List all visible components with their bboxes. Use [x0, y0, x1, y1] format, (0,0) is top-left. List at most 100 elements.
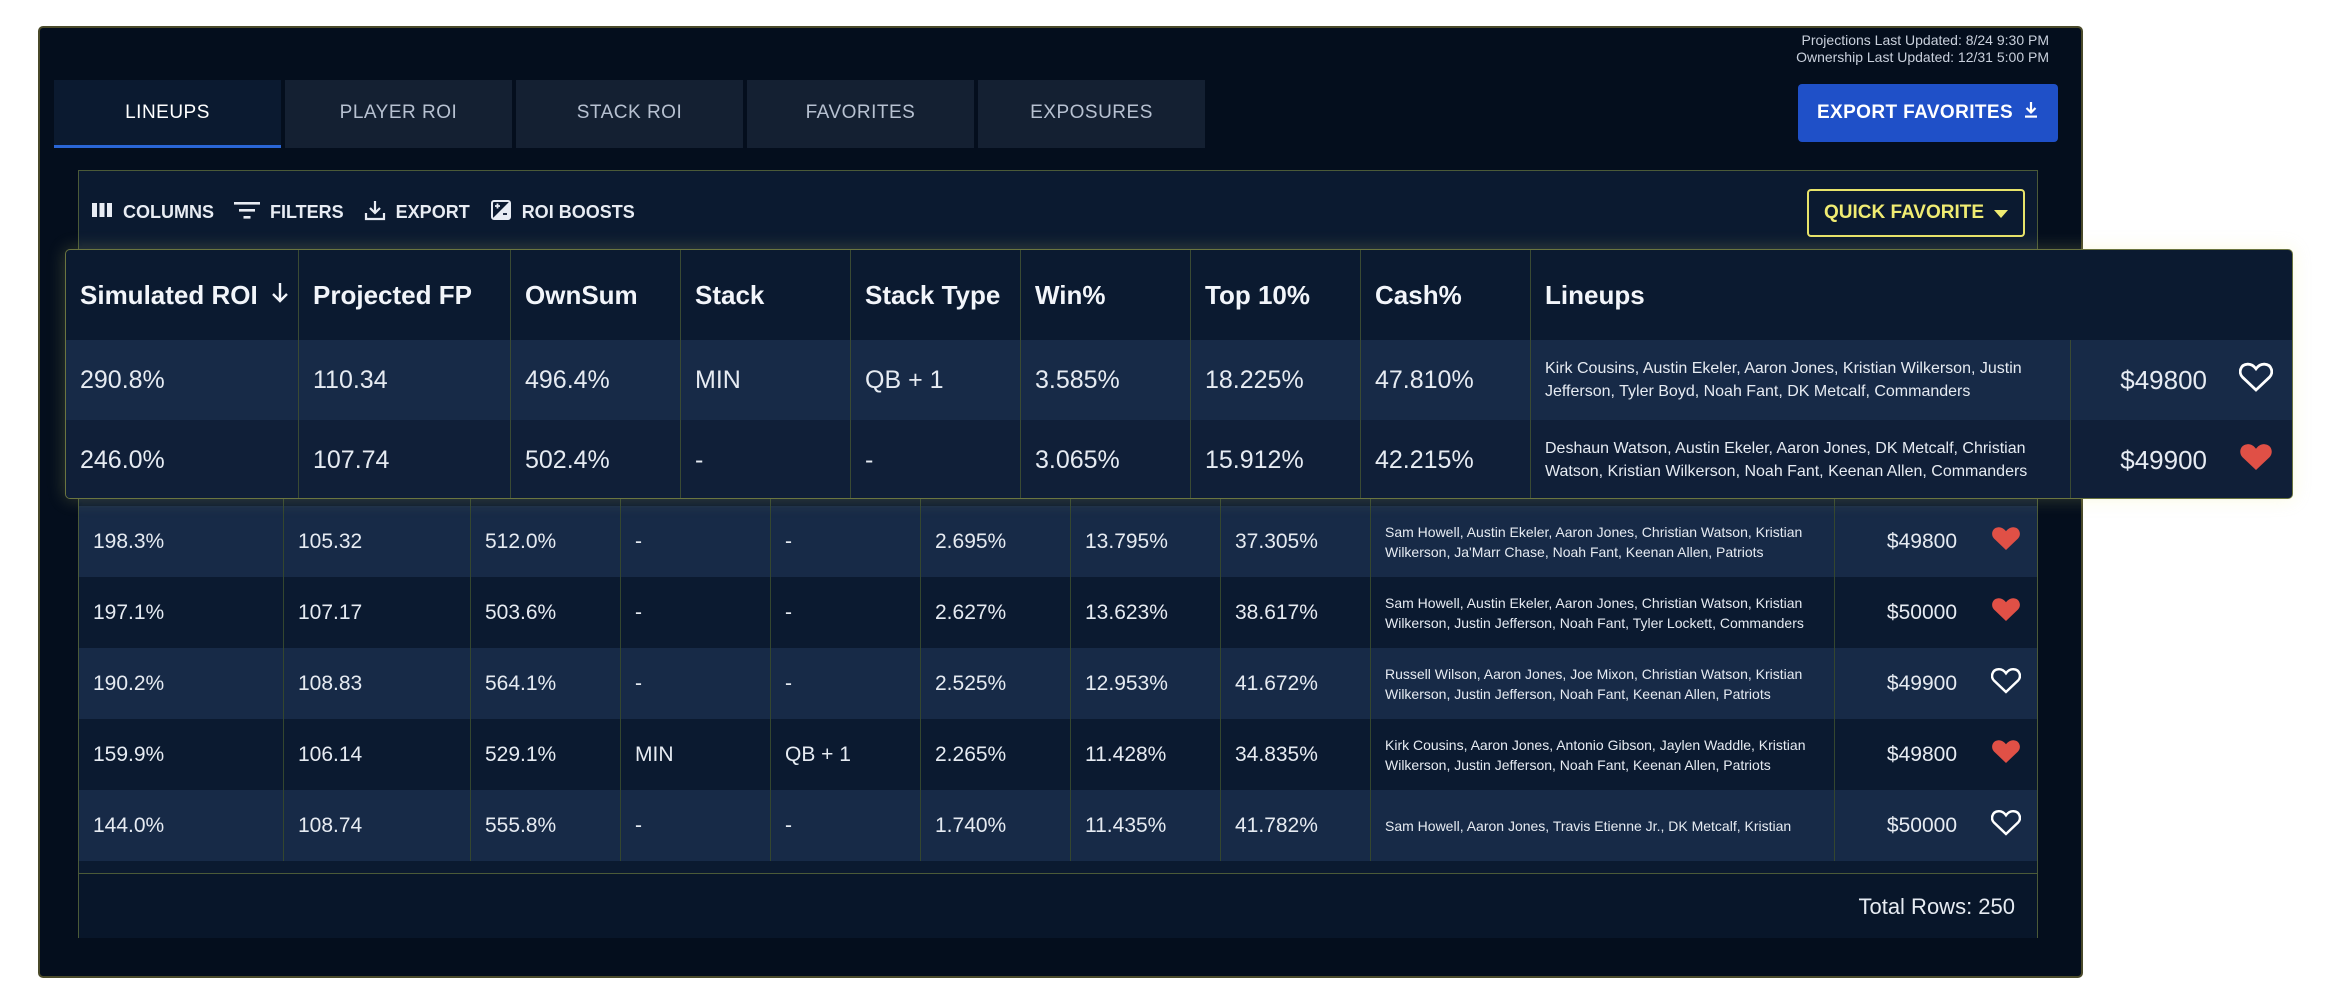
column-header-simulated-roi[interactable]: Simulated ROI — [66, 250, 299, 340]
cell-win-pct: 2.695% — [921, 506, 1071, 577]
cell-ownsum: 502.4% — [511, 420, 681, 498]
favorite-toggle[interactable] — [1975, 648, 2037, 719]
cell-projected-fp: 106.14 — [284, 719, 471, 790]
heart-filled-icon — [1991, 596, 2021, 629]
cell-stack-type: - — [771, 577, 921, 648]
tab-bar: LINEUPS PLAYER ROI STACK ROI FAVORITES E… — [54, 80, 1209, 148]
download-icon — [364, 199, 386, 226]
cell-simulated-roi: 290.8% — [66, 340, 299, 420]
column-header-lineups[interactable]: Lineups — [1531, 250, 2291, 340]
cell-projected-fp: 110.34 — [299, 340, 511, 420]
cell-stack: - — [621, 577, 771, 648]
cell-stack-type: QB + 1 — [771, 719, 921, 790]
cell-simulated-roi: 198.3% — [79, 506, 284, 577]
cell-stack-type: QB + 1 — [851, 340, 1021, 420]
column-header-stack[interactable]: Stack — [681, 250, 851, 340]
cell-stack: - — [621, 506, 771, 577]
cell-top10-pct: 15.912% — [1191, 420, 1361, 498]
table-header: Simulated ROI Projected FP OwnSum Stack … — [66, 250, 2292, 340]
table-row[interactable]: 246.0% 107.74 502.4% - -3.065% 15.912% 42.215%… — [66, 420, 2292, 498]
cell-lineup: Sam Howell, Aaron Jones, Travis Etienne … — [1371, 790, 1835, 861]
cell-top10-pct: 13.795% — [1071, 506, 1221, 577]
favorite-toggle[interactable] — [2221, 420, 2291, 498]
popup-rows: 290.8% 110.34 496.4% MIN QB + 1 3.585% 18.225%… — [66, 340, 2292, 498]
column-header-cash-pct[interactable]: Cash% — [1361, 250, 1531, 340]
cell-projected-fp: 105.32 — [284, 506, 471, 577]
caret-down-icon — [1994, 202, 2009, 224]
cell-salary: $49800 — [2120, 364, 2207, 395]
cell-salary: $49800 — [1886, 742, 1957, 766]
cell-ownsum: 496.4% — [511, 340, 681, 420]
favorite-toggle[interactable] — [1975, 577, 2037, 648]
cell-ownsum: 555.8% — [471, 790, 621, 861]
projections-updated: Projections Last Updated: 8/24 9:30 PM — [1801, 32, 2049, 48]
roi-boost-icon — [490, 199, 512, 226]
cell-cash-pct: 42.215% — [1361, 420, 1531, 498]
favorite-toggle[interactable] — [1975, 506, 2037, 577]
tab-player-roi[interactable]: PLAYER ROI — [285, 80, 512, 148]
cell-stack-type: - — [851, 420, 1021, 498]
cell-stack: MIN — [681, 340, 851, 420]
cell-salary: $50000 — [1886, 600, 1957, 624]
cell-win-pct: 3.065% — [1021, 420, 1191, 498]
filters-label: FILTERS — [270, 202, 344, 222]
cell-ownsum: 503.6% — [471, 577, 621, 648]
cell-simulated-roi: 190.2% — [79, 648, 284, 719]
cell-lineup: Kirk Cousins, Aaron Jones, Antonio Gibso… — [1371, 719, 1835, 790]
column-header-label: Projected FP — [313, 279, 472, 310]
cell-projected-fp: 107.74 — [299, 420, 511, 498]
column-header-label: Cash% — [1375, 279, 1462, 310]
cell-ownsum: 512.0% — [471, 506, 621, 577]
columns-button[interactable]: COLUMNS — [91, 201, 214, 224]
table-row[interactable]: 190.2% 108.83 564.1% - -2.525% 12.953% 41.672%… — [79, 648, 2037, 719]
total-rows: Total Rows: 250 — [1858, 894, 2015, 919]
table-row[interactable]: 290.8% 110.34 496.4% MIN QB + 1 3.585% 18.225%… — [66, 340, 2292, 420]
tab-stack-roi[interactable]: STACK ROI — [516, 80, 743, 148]
cell-lineup: Kirk Cousins, Austin Ekeler, Aaron Jones… — [1531, 340, 2071, 420]
favorite-toggle[interactable] — [2221, 340, 2291, 420]
export-label: EXPORT — [395, 202, 470, 222]
tab-exposures[interactable]: EXPOSURES — [978, 80, 1205, 148]
column-header-ownsum[interactable]: OwnSum — [511, 250, 681, 340]
column-header-stack-type[interactable]: Stack Type — [851, 250, 1021, 340]
table-row[interactable]: 197.1% 107.17 503.6% - -2.627% 13.623% 38.617%… — [79, 577, 2037, 648]
export-favorites-label: EXPORT FAVORITES — [1816, 102, 2014, 123]
download-icon — [2023, 101, 2039, 125]
app-window: Projections Last Updated: 8/24 9:30 PM O… — [38, 26, 2083, 978]
tab-lineups[interactable]: LINEUPS — [54, 80, 281, 148]
column-header-win-pct[interactable]: Win% — [1021, 250, 1191, 340]
cell-stack-type: - — [771, 790, 921, 861]
cell-cash-pct: 37.305% — [1221, 506, 1371, 577]
filters-button[interactable]: FILTERS — [234, 200, 344, 225]
cell-cash-pct: 47.810% — [1361, 340, 1531, 420]
cell-salary: $49900 — [1886, 671, 1957, 695]
export-favorites-button[interactable]: EXPORT FAVORITES — [1798, 84, 2058, 142]
cell-stack: - — [681, 420, 851, 498]
column-header-label: Lineups — [1545, 279, 1645, 310]
export-button[interactable]: EXPORT — [364, 199, 470, 226]
cell-simulated-roi: 246.0% — [66, 420, 299, 498]
cell-win-pct: 2.525% — [921, 648, 1071, 719]
cell-salary: $49800 — [1886, 529, 1957, 553]
heart-outline-icon — [2238, 362, 2274, 399]
cell-top10-pct: 11.435% — [1071, 790, 1221, 861]
cell-simulated-roi: 159.9% — [79, 719, 284, 790]
quick-favorite-dropdown[interactable]: QUICK FAVORITE — [1807, 189, 2025, 237]
table-row[interactable]: 159.9% 106.14 529.1% MIN QB + 1 2.265% 11.428%… — [79, 719, 2037, 790]
column-header-projected-fp[interactable]: Projected FP — [299, 250, 511, 340]
roi-boosts-button[interactable]: ROI BOOSTS — [490, 199, 635, 226]
table-row[interactable]: 198.3% 105.32 512.0% - -2.695% 13.795% 37.305%… — [79, 506, 2037, 577]
heart-outline-icon — [1990, 667, 2022, 700]
grid-footer: Total Rows: 250 — [79, 873, 2037, 938]
cell-top10-pct: 13.623% — [1071, 577, 1221, 648]
favorite-toggle[interactable] — [1975, 790, 2037, 861]
heart-filled-icon — [1991, 738, 2021, 771]
cell-cash-pct: 38.617% — [1221, 577, 1371, 648]
favorite-toggle[interactable] — [1975, 719, 2037, 790]
cell-projected-fp: 108.74 — [284, 790, 471, 861]
table-row[interactable]: 144.0% 108.74 555.8% - -1.740% 11.435% 41.782%… — [79, 790, 2037, 861]
column-header-top10-pct[interactable]: Top 10% — [1191, 250, 1361, 340]
tab-favorites[interactable]: FAVORITES — [747, 80, 974, 148]
filter-icon — [234, 200, 260, 225]
